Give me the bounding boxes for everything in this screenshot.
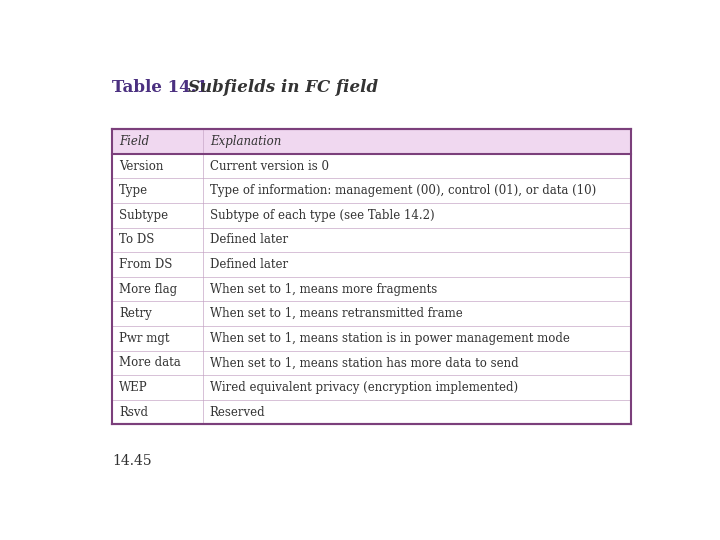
Bar bbox=[112, 350, 631, 375]
Text: To DS: To DS bbox=[119, 233, 154, 246]
Bar bbox=[112, 228, 631, 252]
Text: Subtype of each type (see Table 14.2): Subtype of each type (see Table 14.2) bbox=[210, 209, 434, 222]
Text: More data: More data bbox=[119, 356, 181, 369]
Text: When set to 1, means station has more data to send: When set to 1, means station has more da… bbox=[210, 356, 518, 369]
Text: WEP: WEP bbox=[119, 381, 148, 394]
Bar bbox=[112, 154, 631, 178]
Bar bbox=[112, 326, 631, 350]
Bar bbox=[112, 252, 631, 277]
Text: Wired equivalent privacy (encryption implemented): Wired equivalent privacy (encryption imp… bbox=[210, 381, 518, 394]
Text: Type: Type bbox=[119, 184, 148, 197]
Bar bbox=[112, 203, 631, 228]
Bar bbox=[112, 400, 631, 424]
Text: From DS: From DS bbox=[119, 258, 172, 271]
Bar bbox=[112, 178, 631, 203]
Text: Defined later: Defined later bbox=[210, 258, 288, 271]
Text: Version: Version bbox=[119, 160, 163, 173]
Bar bbox=[112, 277, 631, 301]
Text: Reserved: Reserved bbox=[210, 406, 266, 419]
Bar bbox=[112, 129, 631, 154]
Bar bbox=[112, 375, 631, 400]
Bar bbox=[112, 301, 631, 326]
Text: Field: Field bbox=[119, 135, 149, 148]
Text: When set to 1, means more fragments: When set to 1, means more fragments bbox=[210, 282, 437, 296]
Text: Pwr mgt: Pwr mgt bbox=[119, 332, 169, 345]
Text: Table 14.1: Table 14.1 bbox=[112, 79, 208, 96]
Text: Subtype: Subtype bbox=[119, 209, 168, 222]
Text: 14.45: 14.45 bbox=[112, 454, 152, 468]
Text: When set to 1, means retransmitted frame: When set to 1, means retransmitted frame bbox=[210, 307, 462, 320]
Text: Current version is 0: Current version is 0 bbox=[210, 160, 329, 173]
Text: When set to 1, means station is in power management mode: When set to 1, means station is in power… bbox=[210, 332, 570, 345]
Text: Type of information: management (00), control (01), or data (10): Type of information: management (00), co… bbox=[210, 184, 596, 197]
Text: Defined later: Defined later bbox=[210, 233, 288, 246]
Text: More flag: More flag bbox=[119, 282, 177, 296]
Text: Explanation: Explanation bbox=[210, 135, 282, 148]
Text: Rsvd: Rsvd bbox=[119, 406, 148, 419]
Text: Retry: Retry bbox=[119, 307, 152, 320]
Text: Subfields in FC field: Subfields in FC field bbox=[188, 79, 378, 96]
